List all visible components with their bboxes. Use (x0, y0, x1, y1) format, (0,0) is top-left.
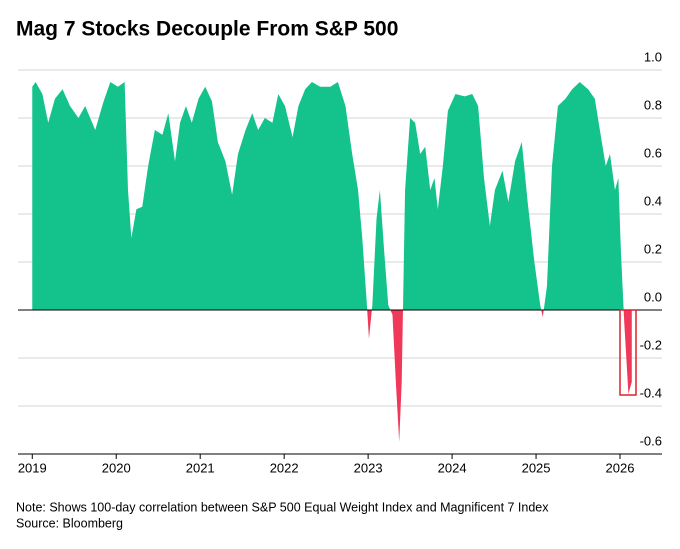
x-tick-label: 2023 (354, 460, 383, 475)
x-tick-label: 2026 (606, 460, 635, 475)
y-tick-label: 0.6 (644, 145, 662, 160)
chart-title: Mag 7 Stocks Decouple From S&P 500 (16, 18, 398, 41)
y-tick-label: 0.8 (644, 97, 662, 112)
y-tick-label: -0.4 (640, 385, 662, 400)
source: Source: Bloomberg (16, 516, 123, 530)
area (32, 82, 632, 442)
y-tick-label: 0.4 (644, 193, 662, 208)
y-tick-label: -0.6 (640, 433, 662, 448)
x-tick-label: 2022 (270, 460, 299, 475)
y-tick-label: -0.2 (640, 337, 662, 352)
plot-area: 1.0 0.8 0.6 0.4 0.2 0.0 -0.2 -0.4 -0.6 2019 2020 20… (18, 49, 662, 475)
x-tick-label: 2024 (438, 460, 467, 475)
x-tick-label: 2020 (102, 460, 131, 475)
note: Note: Shows 100-day correlation between … (16, 500, 549, 514)
x-tick-label: 2025 (522, 460, 551, 475)
highlight-box (619, 309, 637, 396)
y-tick-label: 0.2 (644, 241, 662, 256)
x-tick-label: 2021 (186, 460, 215, 475)
y-tick-label: 0.0 (644, 289, 662, 304)
x-tick-label: 2019 (18, 460, 47, 475)
y-tick-label: 1.0 (644, 49, 662, 64)
